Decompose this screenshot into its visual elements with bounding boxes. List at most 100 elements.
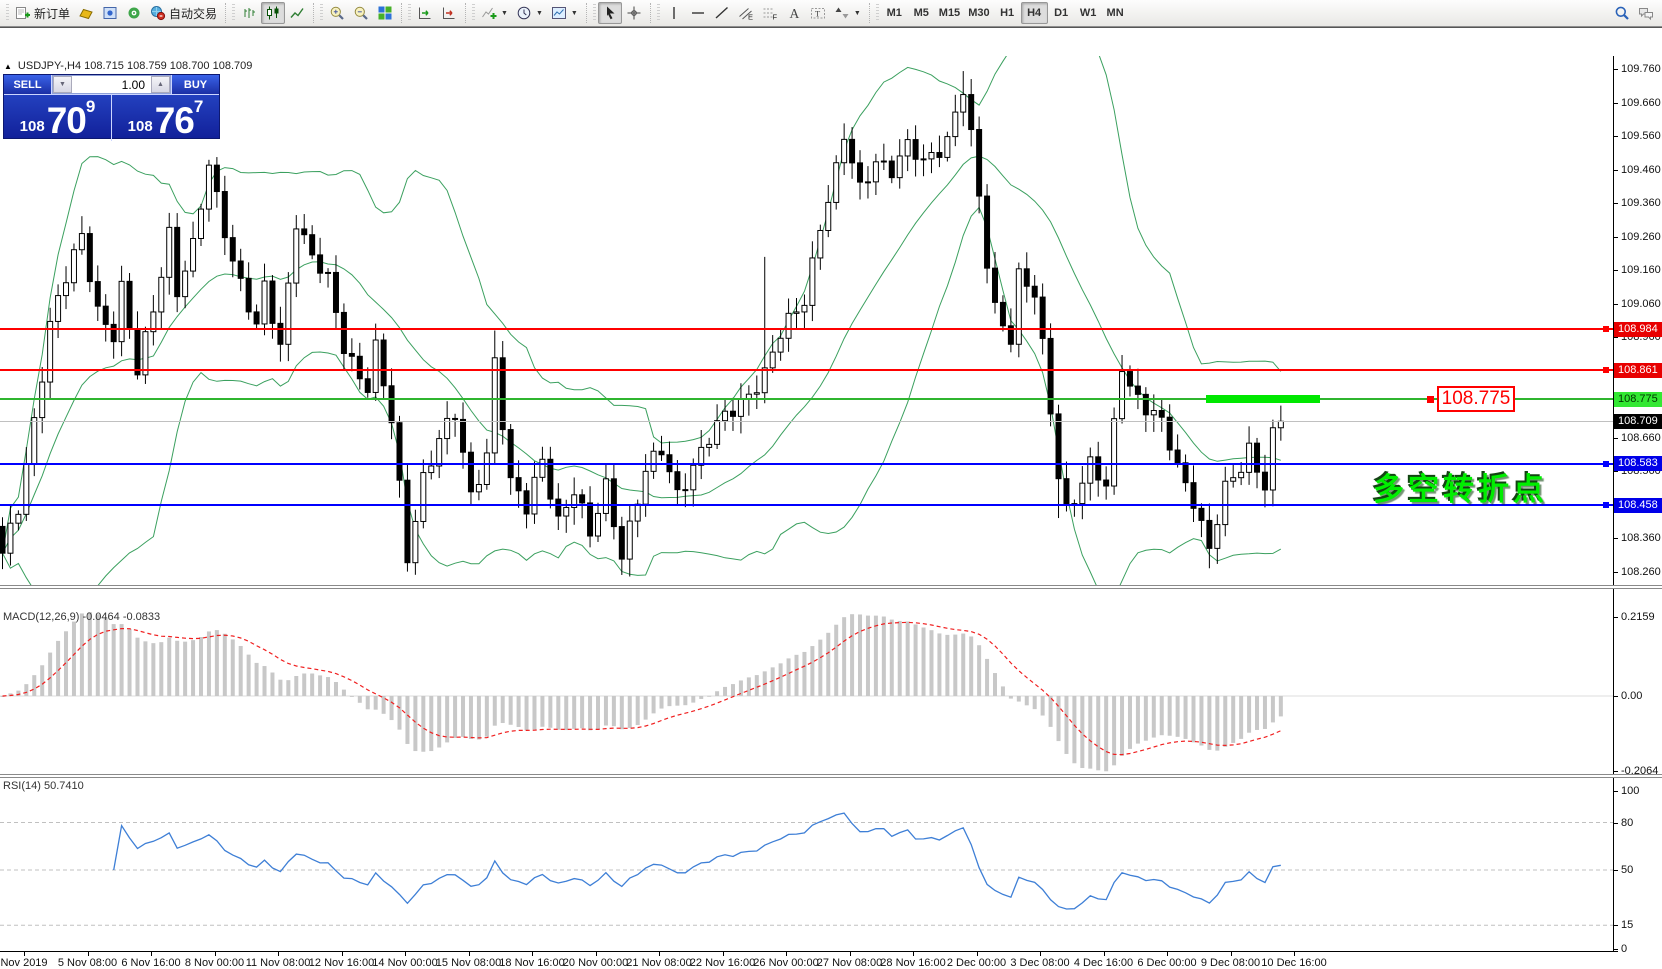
macd-histogram-bar — [1278, 696, 1283, 717]
line-chart-button[interactable] — [285, 2, 309, 24]
cursor-button[interactable] — [597, 2, 622, 24]
trendline-button[interactable] — [710, 2, 734, 24]
volume-increase-button[interactable]: ▲ — [151, 76, 170, 93]
pane-divider[interactable] — [0, 774, 1662, 778]
cn-annotation-text[interactable]: 多空转折点 — [1373, 472, 1548, 507]
tf-m5-button[interactable]: M5 — [908, 2, 935, 24]
macd-histogram-bar — [421, 696, 426, 752]
tf-m30-button[interactable]: M30 — [964, 2, 993, 24]
bear-candle — [380, 339, 387, 387]
price-hline-108.861[interactable] — [0, 369, 1613, 372]
community-button[interactable] — [1634, 2, 1658, 24]
bollinger-middle-band[interactable] — [2, 155, 1281, 554]
volume-value[interactable]: 1.00 — [121, 77, 145, 92]
bear-candle — [174, 226, 181, 298]
periods-button[interactable]: ▼ — [512, 2, 547, 24]
macd-histogram-bar — [413, 696, 418, 752]
price-hline-108.709[interactable] — [0, 420, 1613, 422]
vertical-line-button[interactable] — [662, 2, 686, 24]
macd-histogram-bar — [1056, 696, 1061, 742]
candlestick-plot[interactable] — [0, 56, 1613, 585]
sell-button[interactable]: SELL — [4, 75, 52, 94]
macd-histogram-bar — [48, 652, 53, 696]
rsi-plot[interactable] — [0, 777, 1613, 951]
macd-histogram-bar — [969, 636, 974, 696]
crosshair-button[interactable] — [622, 2, 646, 24]
tf-d1-button[interactable]: D1 — [1048, 2, 1075, 24]
equidistant-channel-button[interactable]: E — [734, 2, 758, 24]
dropdown-caret-icon[interactable]: ▼ — [535, 9, 543, 17]
bar-chart-button[interactable] — [237, 2, 261, 24]
sell-price[interactable]: 108 70 9 — [4, 95, 112, 141]
macd-histogram-bar — [1175, 696, 1180, 737]
time-tick-mark — [1294, 951, 1295, 956]
highlight-rectangle[interactable] — [1206, 395, 1320, 404]
arrows-button[interactable]: ▼ — [830, 2, 865, 24]
bear-candle — [857, 162, 864, 183]
bull-candle — [285, 282, 292, 345]
price-tag-label[interactable]: 108.775 — [1437, 386, 1515, 413]
bear-candle — [579, 494, 586, 504]
toolbar-grip — [320, 4, 324, 22]
new-order-button[interactable]: 新订单 — [11, 2, 74, 24]
label-button[interactable]: T — [806, 2, 830, 24]
tf-h4-button[interactable]: H4 — [1020, 2, 1048, 24]
collapse-panel-icon[interactable]: ▲ — [4, 61, 12, 71]
macd-histogram-bar — [278, 679, 283, 696]
dropdown-caret-icon[interactable]: ▼ — [853, 9, 861, 17]
navigator-button[interactable] — [98, 2, 122, 24]
bull-candle — [31, 417, 38, 465]
tf-m15-button[interactable]: M15 — [935, 2, 964, 24]
price-tag-marker[interactable] — [1427, 395, 1434, 403]
zoom-out-button[interactable] — [349, 2, 373, 24]
alerts-button[interactable] — [122, 2, 146, 24]
price-hline-108.458[interactable] — [0, 504, 1613, 507]
indicators-button[interactable]: ▼ — [477, 2, 512, 24]
tf-w1-button[interactable]: W1 — [1075, 2, 1102, 24]
macd-histogram-bar — [516, 696, 521, 727]
price-hline-108.583[interactable] — [0, 462, 1613, 465]
price-tick-mark — [1613, 471, 1618, 473]
price-hline-108.775[interactable] — [0, 398, 1613, 401]
pane-divider[interactable] — [0, 585, 1662, 589]
macd-histogram-bar — [127, 629, 132, 696]
search-button[interactable] — [1610, 2, 1634, 24]
hline-end-marker[interactable] — [1603, 460, 1609, 467]
horizontal-line-button[interactable] — [686, 2, 710, 24]
macd-histogram-bar — [508, 696, 513, 725]
price-hline-108.984[interactable] — [0, 328, 1613, 331]
dropdown-caret-icon[interactable]: ▼ — [501, 9, 508, 17]
fibonacci-button[interactable]: F — [758, 2, 782, 24]
macd-histogram-bar — [397, 696, 402, 730]
tf-h1-button[interactable]: H1 — [994, 2, 1021, 24]
dropdown-caret-icon[interactable]: ▼ — [570, 9, 578, 17]
text-button[interactable]: A — [782, 2, 806, 24]
tf-mn-button[interactable]: MN — [1102, 2, 1129, 24]
rsi-tick-label: 80 — [1621, 816, 1634, 829]
macd-histogram-bar — [842, 617, 847, 696]
hline-end-marker[interactable] — [1603, 367, 1609, 374]
tile-windows-button[interactable] — [373, 2, 397, 24]
hline-end-marker[interactable] — [1603, 502, 1609, 509]
volume-stepper[interactable]: ▼ 1.00 ▲ — [52, 75, 171, 94]
buy-button[interactable]: BUY — [171, 75, 219, 94]
auto-trading-button[interactable]: 自动交易 — [146, 2, 221, 24]
macd-histogram-bar — [524, 696, 529, 731]
candlestick-chart-button[interactable] — [261, 2, 286, 24]
rsi-line[interactable] — [113, 812, 1281, 910]
chart-shift-button[interactable] — [437, 2, 461, 24]
macd-histogram-bar — [1096, 696, 1101, 771]
auto-scroll-button[interactable] — [413, 2, 437, 24]
clock-icon — [516, 5, 532, 21]
zoom-in-button[interactable] — [325, 2, 349, 24]
volume-decrease-button[interactable]: ▼ — [53, 76, 72, 93]
templates-button[interactable]: ▼ — [547, 2, 582, 24]
time-tick-label: 2 Dec 00:00 — [946, 957, 1007, 969]
profiles-button[interactable] — [74, 2, 98, 24]
macd-histogram-bar — [778, 663, 783, 696]
tf-m1-button[interactable]: M1 — [881, 2, 908, 24]
macd-plot[interactable] — [0, 588, 1613, 774]
buy-price[interactable]: 108 76 7 — [127, 97, 204, 141]
bull-candle — [198, 208, 204, 239]
hline-end-marker[interactable] — [1603, 326, 1609, 333]
